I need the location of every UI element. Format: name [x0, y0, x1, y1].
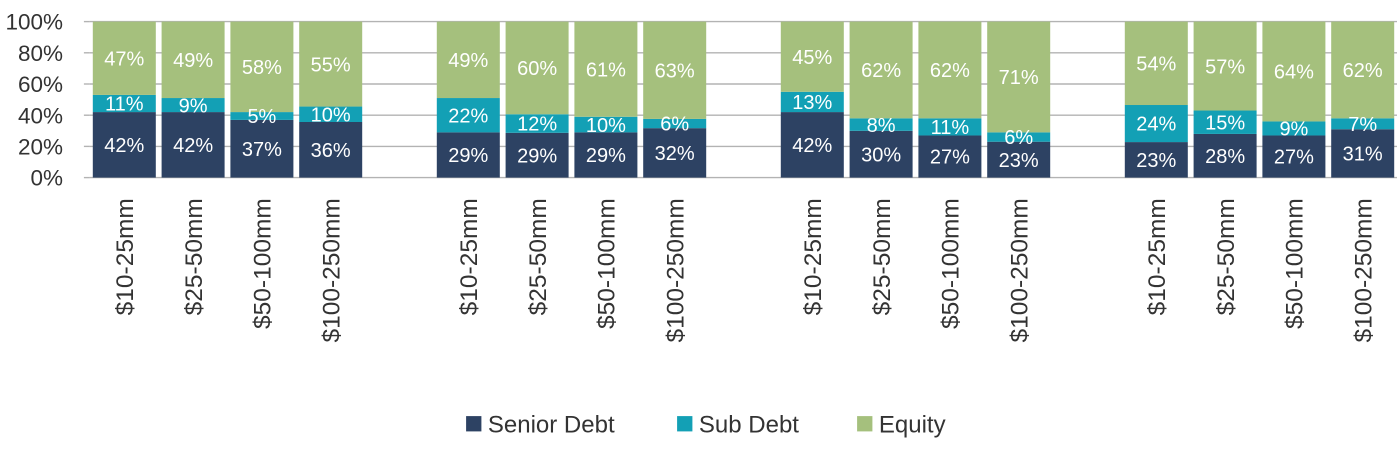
svg-text:30%: 30% [861, 144, 901, 166]
svg-text:49%: 49% [173, 50, 213, 72]
svg-text:Equity: Equity [879, 411, 946, 438]
svg-text:6%: 6% [660, 114, 689, 136]
svg-text:27%: 27% [1274, 147, 1314, 169]
svg-text:$50-100mm: $50-100mm [938, 198, 965, 329]
svg-text:36%: 36% [311, 140, 351, 162]
svg-text:31%: 31% [1343, 144, 1383, 166]
svg-text:$100-250mm: $100-250mm [663, 198, 690, 342]
svg-text:62%: 62% [1343, 60, 1383, 82]
svg-text:$50-100mm: $50-100mm [594, 198, 621, 329]
svg-text:$10-25mm: $10-25mm [800, 198, 827, 315]
svg-text:42%: 42% [104, 135, 144, 157]
svg-text:22%: 22% [448, 105, 488, 127]
svg-text:$25-50mm: $25-50mm [1213, 198, 1240, 315]
svg-text:15%: 15% [1205, 112, 1245, 134]
svg-text:29%: 29% [448, 145, 488, 167]
svg-text:100%: 100% [5, 10, 63, 35]
svg-text:9%: 9% [179, 95, 208, 117]
svg-text:7%: 7% [1348, 114, 1377, 136]
svg-text:$50-100mm: $50-100mm [250, 198, 277, 329]
svg-text:45%: 45% [792, 47, 832, 69]
svg-text:60%: 60% [517, 58, 557, 80]
svg-text:23%: 23% [999, 150, 1039, 172]
svg-text:Senior Debt: Senior Debt [488, 411, 615, 438]
svg-text:8%: 8% [867, 115, 896, 137]
svg-text:58%: 58% [242, 57, 282, 79]
svg-text:10%: 10% [311, 105, 351, 127]
svg-text:64%: 64% [1274, 62, 1314, 84]
svg-text:29%: 29% [517, 145, 557, 167]
svg-text:23%: 23% [1136, 150, 1176, 172]
svg-text:28%: 28% [1205, 146, 1245, 168]
svg-text:29%: 29% [586, 145, 626, 167]
svg-text:6%: 6% [1004, 127, 1033, 149]
svg-text:10%: 10% [586, 115, 626, 137]
svg-text:9%: 9% [1279, 119, 1308, 141]
svg-text:11%: 11% [931, 117, 970, 139]
svg-text:$25-50mm: $25-50mm [525, 198, 552, 315]
svg-text:27%: 27% [930, 147, 970, 169]
svg-text:11%: 11% [105, 94, 144, 116]
svg-text:$100-250mm: $100-250mm [319, 198, 346, 342]
svg-text:54%: 54% [1136, 54, 1176, 76]
svg-text:71%: 71% [999, 67, 1039, 89]
svg-text:$25-50mm: $25-50mm [869, 198, 896, 315]
svg-text:Sub Debt: Sub Debt [699, 411, 799, 438]
svg-text:57%: 57% [1205, 56, 1245, 78]
svg-text:60%: 60% [18, 72, 63, 97]
svg-text:12%: 12% [517, 114, 557, 136]
svg-text:20%: 20% [18, 135, 63, 160]
svg-text:5%: 5% [247, 106, 276, 128]
svg-text:$50-100mm: $50-100mm [1282, 198, 1309, 329]
svg-text:32%: 32% [655, 143, 695, 165]
svg-text:$100-250mm: $100-250mm [1007, 198, 1034, 342]
svg-text:49%: 49% [448, 50, 488, 72]
svg-text:24%: 24% [1136, 114, 1176, 136]
svg-text:$25-50mm: $25-50mm [181, 198, 208, 315]
svg-text:62%: 62% [930, 60, 970, 82]
svg-text:0%: 0% [30, 166, 63, 191]
svg-text:55%: 55% [311, 54, 351, 76]
svg-text:37%: 37% [242, 139, 282, 161]
svg-text:40%: 40% [18, 103, 63, 128]
svg-text:$10-25mm: $10-25mm [456, 198, 483, 315]
svg-text:80%: 80% [18, 41, 63, 66]
svg-text:47%: 47% [104, 49, 144, 71]
svg-text:42%: 42% [173, 135, 213, 157]
svg-text:$100-250mm: $100-250mm [1351, 198, 1378, 342]
svg-text:63%: 63% [655, 61, 695, 83]
svg-text:13%: 13% [792, 92, 832, 114]
svg-text:61%: 61% [586, 59, 626, 81]
svg-text:$10-25mm: $10-25mm [1144, 198, 1171, 315]
svg-text:$10-25mm: $10-25mm [112, 198, 139, 315]
svg-text:62%: 62% [861, 60, 901, 82]
svg-text:42%: 42% [792, 135, 832, 157]
